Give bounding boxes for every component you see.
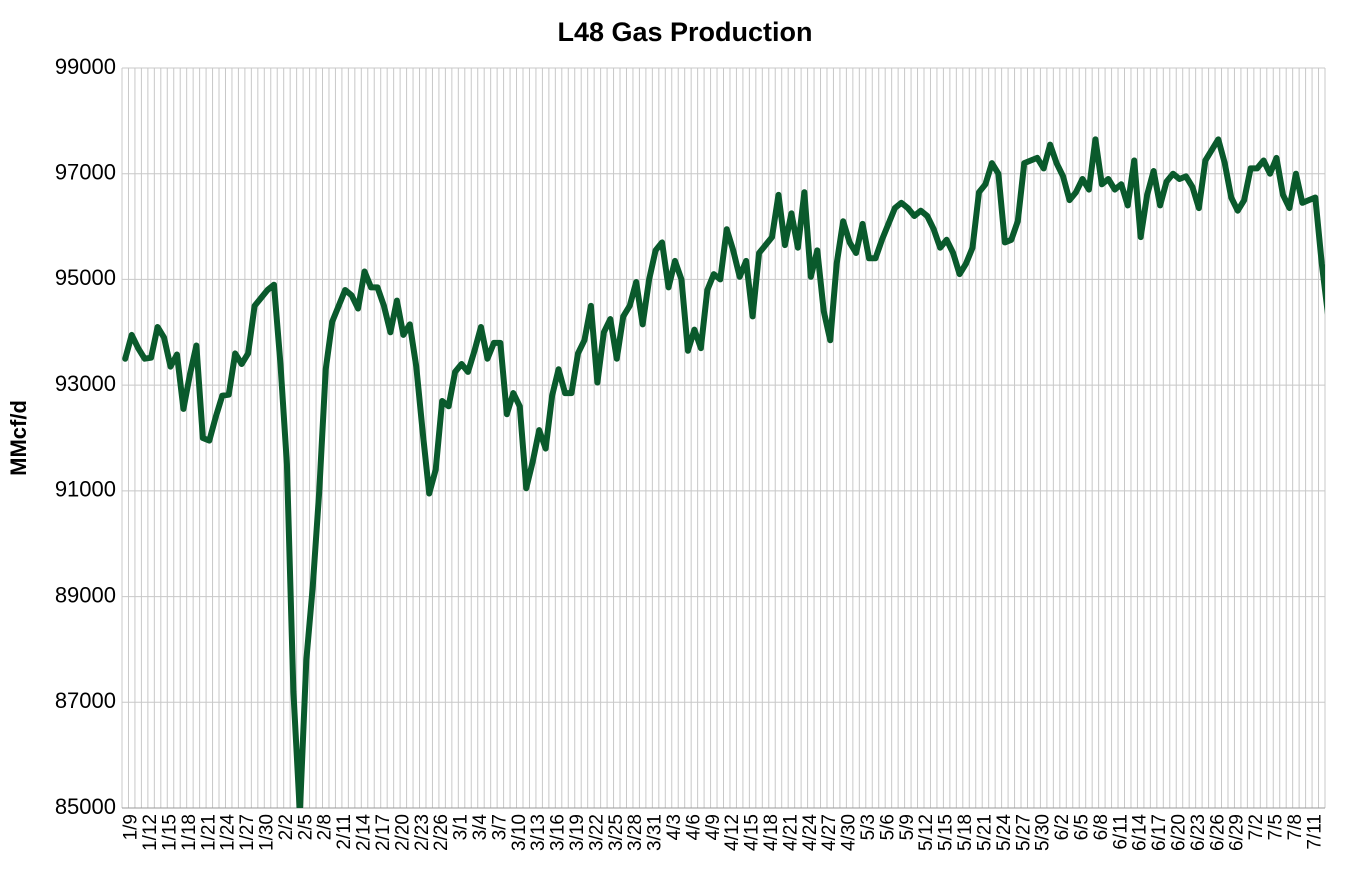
x-tick-label: 1/27 bbox=[237, 814, 258, 851]
x-tick-label: 6/8 bbox=[1091, 814, 1112, 840]
x-tick-label: 5/3 bbox=[858, 814, 879, 840]
x-tick-label: 2/23 bbox=[412, 814, 433, 851]
y-tick-label: 97000 bbox=[55, 160, 116, 185]
x-tick-label: 3/13 bbox=[528, 814, 549, 851]
x-tick-label: 3/22 bbox=[586, 814, 607, 851]
x-tick-label: 4/6 bbox=[683, 814, 704, 840]
x-tick-label: 2/17 bbox=[373, 814, 394, 851]
x-tick-label: 3/10 bbox=[509, 814, 530, 851]
x-tick-label: 4/3 bbox=[664, 814, 685, 840]
x-tick-label: 5/18 bbox=[955, 814, 976, 851]
x-tick-label: 6/29 bbox=[1227, 814, 1248, 851]
x-tick-label: 3/28 bbox=[625, 814, 646, 851]
x-tick-label: 7/11 bbox=[1304, 814, 1325, 850]
x-tick-label: 4/9 bbox=[703, 814, 724, 840]
x-tick-label: 7/2 bbox=[1246, 814, 1267, 840]
x-tick-label: 6/5 bbox=[1071, 814, 1092, 840]
x-tick-label: 1/15 bbox=[160, 814, 181, 851]
x-tick-label: 5/6 bbox=[877, 814, 898, 840]
x-tick-label: 2/14 bbox=[354, 814, 375, 851]
x-tick-label: 3/25 bbox=[606, 814, 627, 851]
x-tick-label: 6/11 bbox=[1110, 814, 1131, 850]
x-tick-label: 1/9 bbox=[121, 814, 142, 840]
y-axis-label: MMcf/d bbox=[6, 400, 31, 476]
x-tick-label: 4/21 bbox=[780, 814, 801, 851]
x-tick-label: 6/20 bbox=[1168, 814, 1189, 851]
x-tick-label: 3/7 bbox=[489, 814, 510, 840]
x-tick-label: 2/2 bbox=[276, 814, 297, 840]
y-tick-label: 91000 bbox=[55, 477, 116, 502]
x-tick-label: 6/2 bbox=[1052, 814, 1073, 840]
x-tick-label: 1/21 bbox=[198, 814, 219, 851]
y-tick-label: 93000 bbox=[55, 371, 116, 396]
y-tick-label: 85000 bbox=[55, 794, 116, 819]
x-tick-label: 2/11 bbox=[334, 814, 355, 850]
chart-title: L48 Gas Production bbox=[557, 17, 812, 47]
y-tick-label: 99000 bbox=[55, 54, 116, 79]
x-tick-label: 3/1 bbox=[451, 814, 472, 840]
x-tick-label: 2/26 bbox=[431, 814, 452, 851]
x-tick-label: 5/21 bbox=[974, 814, 995, 851]
x-tick-label: 2/5 bbox=[295, 814, 316, 840]
x-tick-label: 3/16 bbox=[548, 814, 569, 851]
data-line bbox=[122, 136, 1325, 808]
x-tick-label: 4/12 bbox=[722, 814, 743, 851]
y-tick-label: 89000 bbox=[55, 582, 116, 607]
x-tick-label: 5/15 bbox=[936, 814, 957, 851]
x-tick-label: 4/15 bbox=[742, 814, 763, 851]
x-tick-label: 2/8 bbox=[315, 814, 336, 840]
x-tick-label: 6/17 bbox=[1149, 814, 1170, 851]
x-tick-label: 4/27 bbox=[819, 814, 840, 851]
x-tick-label: 4/18 bbox=[761, 814, 782, 851]
x-tick-label: 3/19 bbox=[567, 814, 588, 851]
x-tick-label: 3/4 bbox=[470, 814, 491, 841]
x-tick-label: 6/14 bbox=[1130, 814, 1151, 851]
x-tick-label: 6/23 bbox=[1188, 814, 1209, 851]
x-tick-label: 1/30 bbox=[257, 814, 278, 851]
x-tick-label: 1/12 bbox=[140, 814, 161, 851]
x-tick-label: 4/30 bbox=[839, 814, 860, 851]
ticks: 85000 87000 89000 91000 93000 95000 97000 99000… bbox=[55, 54, 1326, 851]
x-tick-label: 2/20 bbox=[392, 814, 413, 851]
x-tick-label: 5/30 bbox=[1033, 814, 1054, 851]
x-tick-label: 5/24 bbox=[994, 814, 1015, 851]
x-tick-label: 1/18 bbox=[179, 814, 200, 851]
x-tick-label: 5/12 bbox=[916, 814, 937, 851]
x-tick-label: 1/24 bbox=[218, 814, 239, 851]
x-tick-label: 7/8 bbox=[1285, 814, 1306, 840]
y-tick-label: 87000 bbox=[55, 688, 116, 713]
grid bbox=[121, 67, 1326, 809]
x-tick-label: 7/5 bbox=[1266, 814, 1287, 840]
x-tick-label: 4/24 bbox=[800, 814, 821, 851]
y-tick-label: 95000 bbox=[55, 265, 116, 290]
x-tick-label: 5/27 bbox=[1013, 814, 1034, 851]
x-tick-label: 3/31 bbox=[645, 814, 666, 851]
plot-area bbox=[122, 136, 1325, 808]
x-tick-label: 5/9 bbox=[897, 814, 918, 840]
x-tick-label: 6/26 bbox=[1207, 814, 1228, 851]
